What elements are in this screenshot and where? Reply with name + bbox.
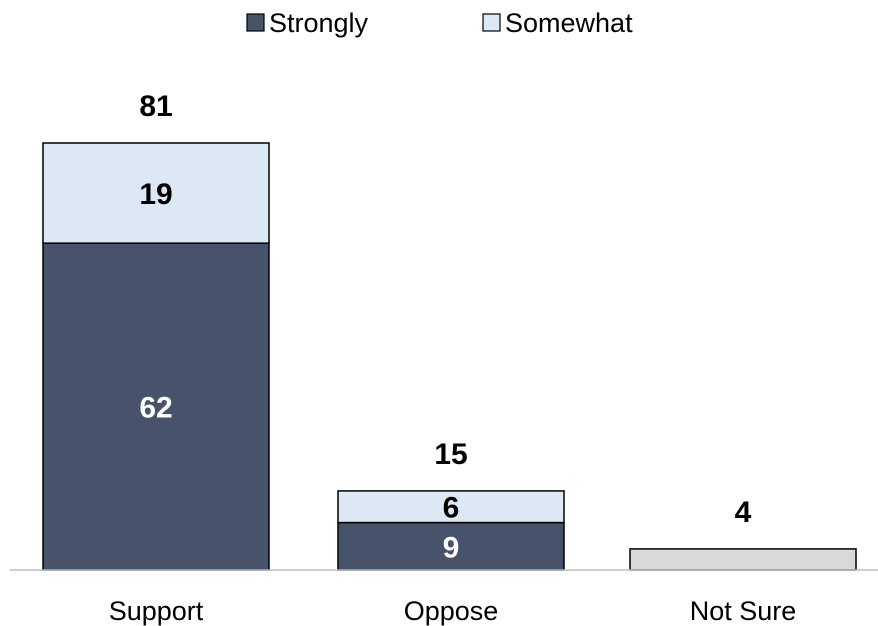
data-label-oppose-somewhat: 6 [443,492,460,525]
bar-support-strongly [42,242,270,571]
x-tick-label-oppose: Oppose [404,596,499,626]
data-label-support-strongly: 62 [139,392,172,425]
bar-oppose-somewhat [337,490,565,524]
total-label-support: 81 [139,90,172,123]
legend-label-strongly: Strongly [269,8,369,38]
data-label-support-somewhat: 19 [139,178,172,211]
bars-group: 62 19 81 9 6 15 4 [42,90,857,571]
legend-swatch-strongly [246,13,265,32]
total-label-oppose: 15 [434,438,467,471]
legend-label-somewhat: Somewhat [505,8,633,38]
x-tick-label-support: Support [109,596,204,626]
data-label-oppose-strongly: 9 [443,531,460,564]
legend-swatch-somewhat [482,13,501,32]
bar-not-sure [629,548,857,571]
total-label-not-sure: 4 [735,496,752,529]
chart-legend: Strongly Somewhat [246,8,633,38]
x-axis-labels: Support Oppose Not Sure [109,596,797,626]
x-tick-label-not-sure: Not Sure [690,596,797,626]
bar-support-somewhat [42,142,270,244]
